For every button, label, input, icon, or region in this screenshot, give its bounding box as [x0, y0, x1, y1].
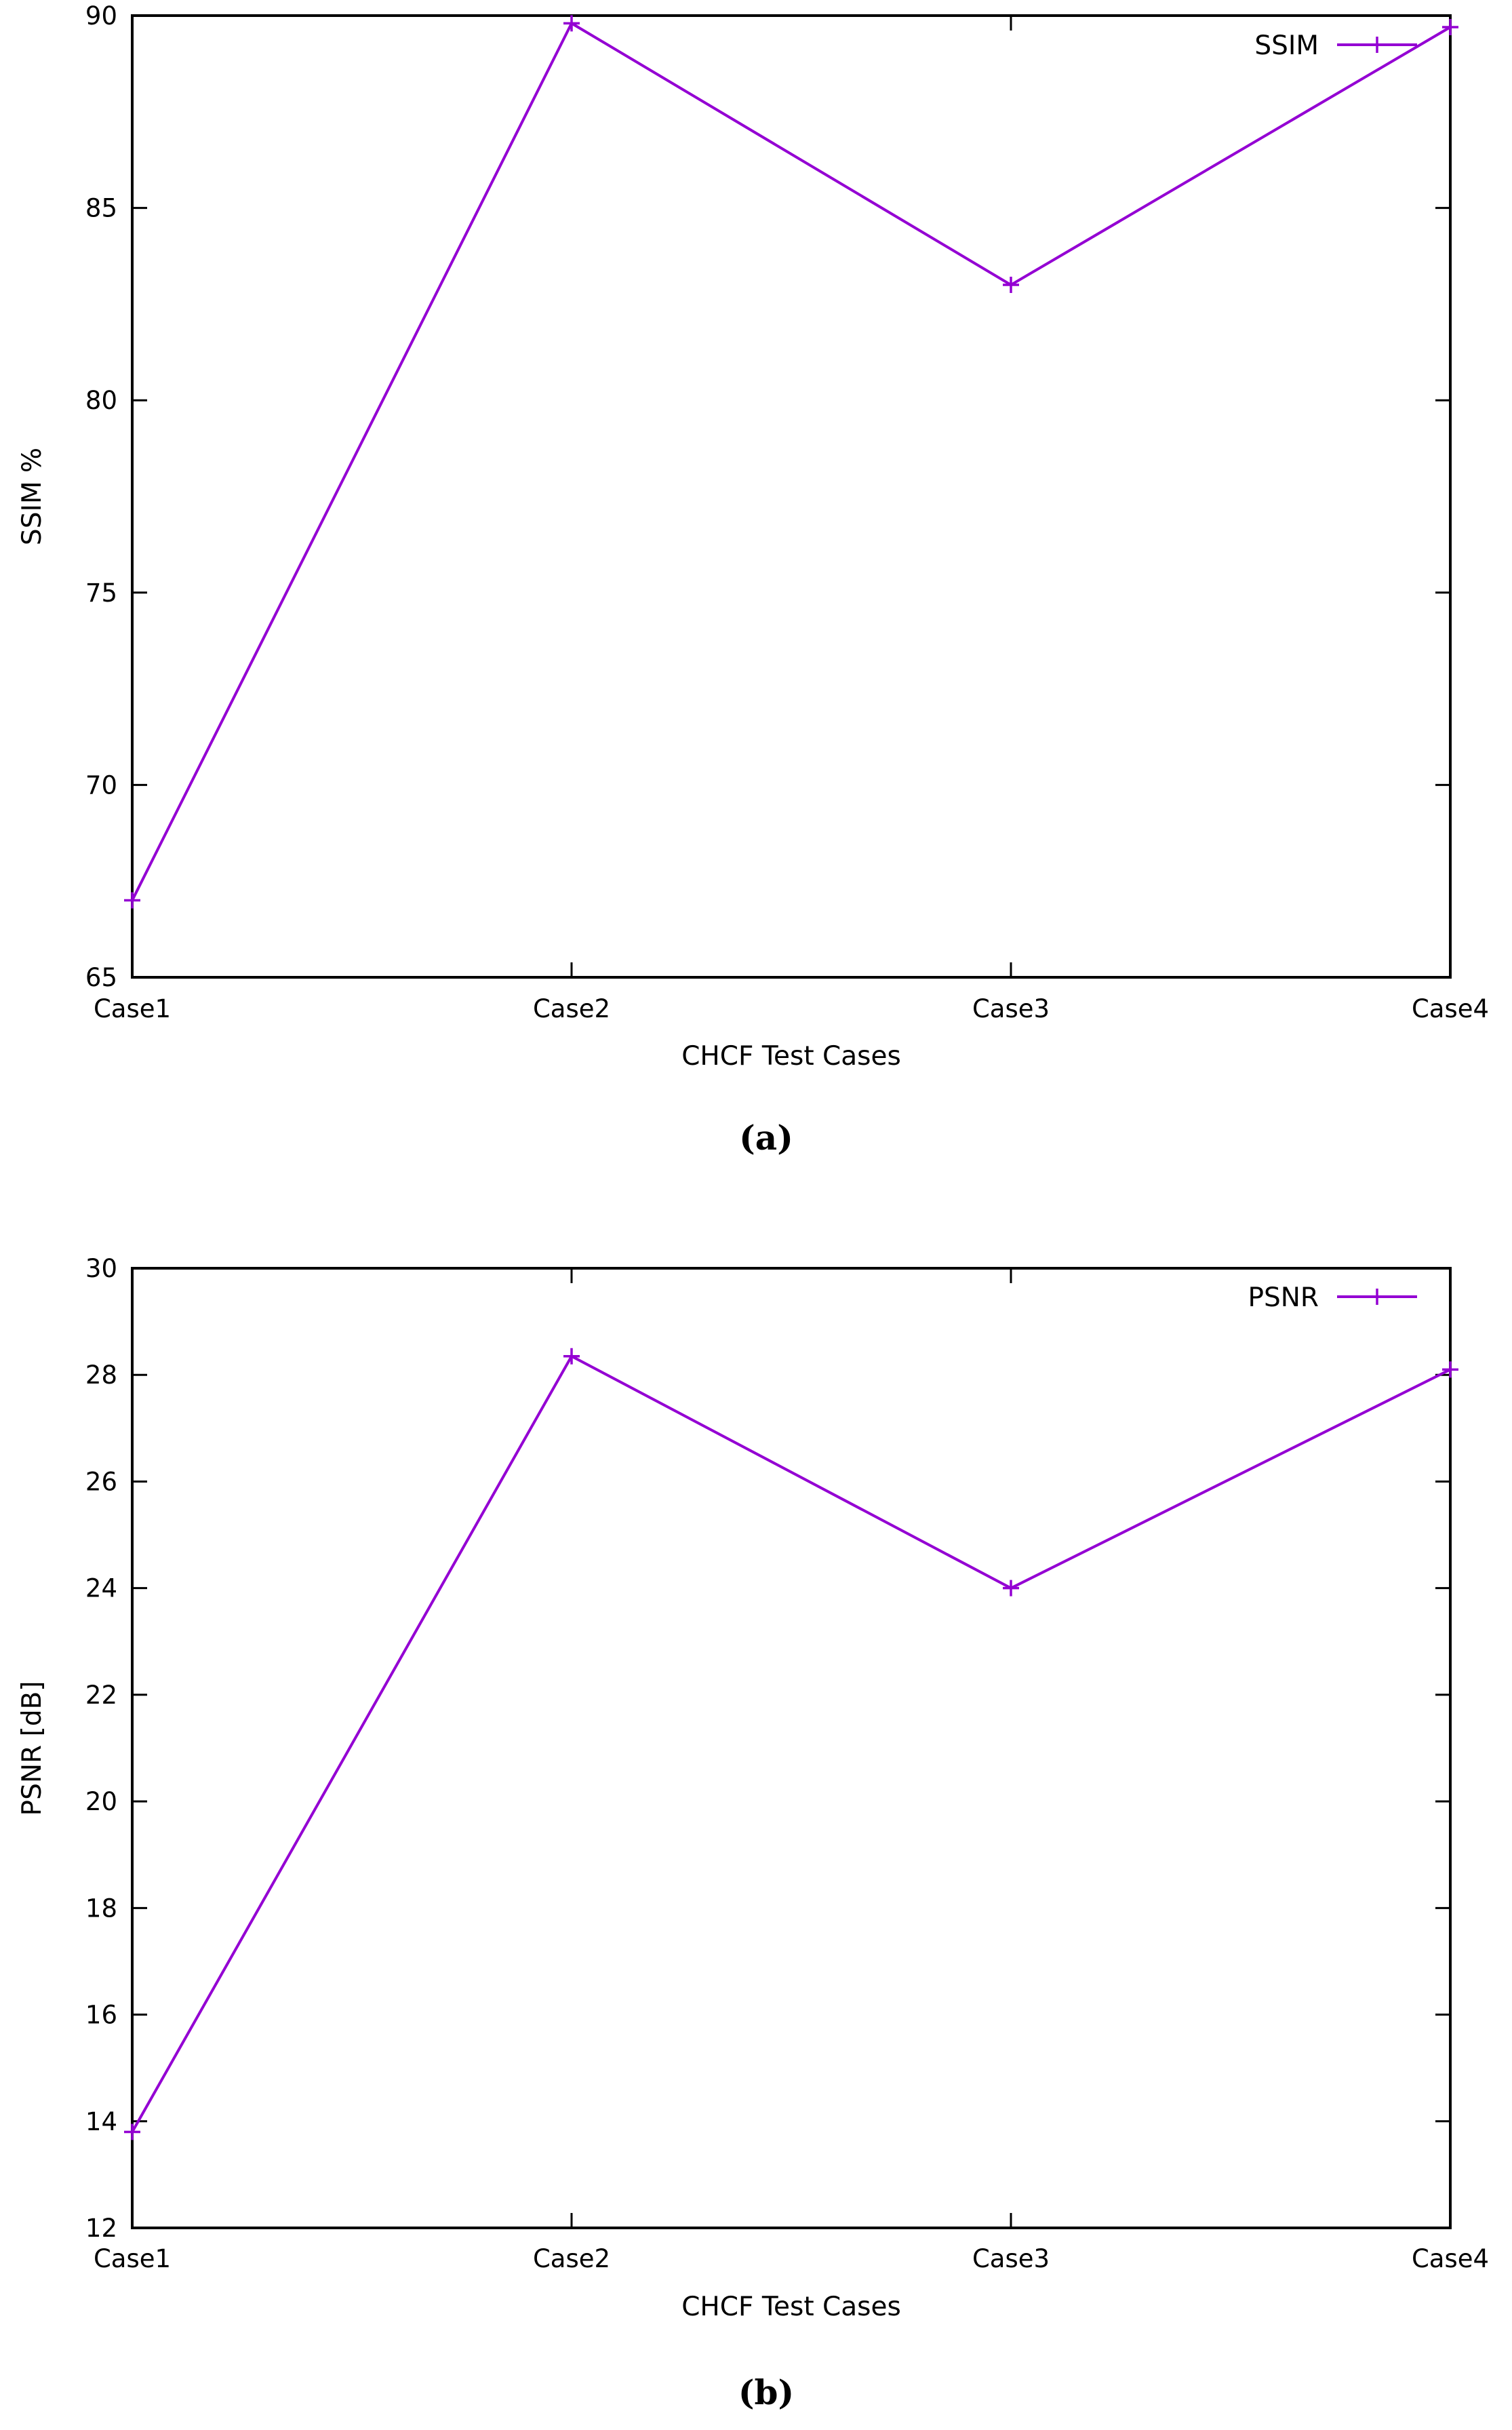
x-axis-title: CHCF Test Cases — [681, 1041, 901, 1072]
data-point — [563, 1348, 580, 1365]
panel-label-a: (a) — [739, 1118, 793, 1158]
panel-label-b: (b) — [738, 2372, 794, 2412]
data-point — [124, 2123, 140, 2140]
series-line — [131, 22, 1452, 901]
y-tick-label: 85 — [85, 194, 117, 223]
x-tick-label: Case2 — [533, 994, 610, 1023]
y-axis-title: PSNR [dB] — [17, 1681, 47, 1816]
plot-frame — [131, 1267, 1452, 2229]
x-tick-label: Case3 — [972, 994, 1050, 1023]
plot-frame — [131, 14, 1452, 979]
data-point — [124, 892, 140, 909]
y-axis: 12 14 16 18 20 22 24 26 28 30 — [85, 1254, 1450, 2243]
data-point — [1003, 1580, 1019, 1596]
y-tick-label: 22 — [85, 1681, 117, 1710]
x-tick-label: Case1 — [94, 2244, 171, 2273]
series-group — [124, 1348, 1458, 2140]
series-group — [124, 15, 1458, 909]
legend-swatch-marker — [1369, 1289, 1385, 1305]
data-point — [1442, 1361, 1458, 1378]
y-axis: 65 70 75 80 85 90 — [85, 1, 1450, 992]
series-line — [131, 1354, 1451, 2133]
x-axis: Case1 Case2 Case3 Case4 — [94, 16, 1489, 1023]
legend-label: PSNR — [1248, 1282, 1319, 1313]
legend-label: SSIM — [1254, 31, 1319, 61]
y-tick-label: 28 — [85, 1360, 117, 1390]
data-point — [563, 15, 580, 32]
data-point — [1003, 277, 1019, 294]
y-tick-label: 30 — [85, 1254, 117, 1283]
x-tick-label: Case1 — [94, 994, 171, 1023]
y-tick-label: 90 — [85, 1, 117, 31]
y-tick-label: 14 — [85, 2107, 117, 2136]
y-tick-label: 75 — [85, 579, 117, 608]
x-tick-label: Case3 — [972, 2244, 1050, 2273]
y-tick-label: 16 — [85, 2001, 117, 2030]
y-tick-label: 18 — [85, 1894, 117, 1923]
x-axis: Case1 Case2 Case3 Case4 — [94, 1268, 1489, 2273]
y-tick-label: 20 — [85, 1787, 117, 1816]
y-tick-label: 80 — [85, 386, 117, 415]
y-tick-label: 12 — [85, 2214, 117, 2243]
legend: SSIM — [1254, 31, 1417, 61]
x-tick-label: Case4 — [1412, 994, 1489, 1023]
y-tick-label: 24 — [85, 1574, 117, 1603]
y-tick-label: 26 — [85, 1467, 117, 1496]
x-tick-label: Case2 — [533, 2244, 610, 2273]
legend-swatch-marker — [1369, 37, 1385, 53]
y-axis-title: SSIM % — [17, 448, 47, 545]
legend: PSNR — [1248, 1282, 1417, 1313]
chart-panel-a: 65 70 75 80 85 90 Case1 Case2 Case3 Case4 SSIM %… — [17, 1, 1489, 1158]
data-point — [1442, 19, 1458, 36]
y-tick-label: 70 — [85, 770, 117, 800]
x-axis-title: CHCF Test Cases — [681, 2292, 901, 2322]
x-tick-label: Case4 — [1412, 2244, 1489, 2273]
y-tick-label: 65 — [85, 963, 117, 992]
